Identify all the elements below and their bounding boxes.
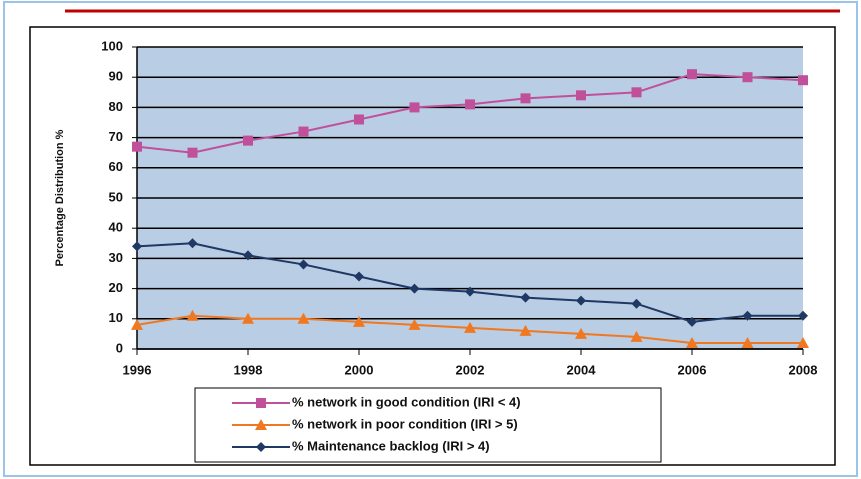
y-tick-label: 0 — [116, 340, 123, 355]
x-tick-label: 2000 — [345, 362, 374, 377]
data-point — [576, 295, 586, 306]
data-point — [243, 135, 253, 146]
data-point — [798, 75, 808, 86]
frame — [3, 1, 858, 477]
data-point — [741, 336, 754, 348]
y-tick-label: 10 — [109, 310, 123, 325]
legend-label: % network in good condition (IRI < 4) — [292, 394, 521, 409]
x-tick-label: 2006 — [678, 362, 707, 377]
data-point — [575, 327, 587, 339]
data-point — [742, 72, 753, 83]
x-tick-label: 2002 — [456, 362, 485, 377]
data-point — [464, 321, 476, 333]
data-point — [631, 87, 642, 98]
data-point — [631, 298, 642, 309]
data-point — [630, 330, 643, 342]
data-point — [576, 90, 586, 101]
data-point — [187, 147, 198, 158]
data-point — [186, 309, 199, 321]
data-point — [465, 99, 475, 110]
data-point — [131, 318, 143, 330]
data-point — [742, 310, 753, 321]
data-point — [798, 310, 808, 321]
data-point — [520, 292, 531, 303]
y-tick-label: 40 — [109, 220, 123, 235]
x-tick-label: 2008 — [789, 362, 818, 377]
data-point — [243, 250, 253, 261]
data-point — [354, 114, 364, 125]
legend-marker — [256, 442, 266, 452]
y-tick-label: 70 — [109, 129, 123, 144]
legend-marker — [255, 419, 267, 430]
legend-label: % network in poor condition (IRI > 5) — [292, 416, 518, 431]
data-point — [797, 336, 809, 348]
data-point — [409, 283, 420, 294]
y-tick-label: 30 — [109, 250, 123, 265]
data-point — [187, 238, 198, 249]
data-point — [408, 318, 421, 330]
data-point — [297, 312, 310, 324]
x-tick-label: 2004 — [567, 362, 597, 377]
y-axis-label: Percentage Distribution % — [54, 129, 66, 266]
data-point — [687, 69, 697, 80]
y-tick-label: 90 — [109, 69, 123, 84]
x-tick-label: 1998 — [234, 362, 263, 377]
data-point — [687, 316, 697, 327]
legend-marker — [256, 398, 266, 408]
data-point — [686, 336, 698, 348]
y-tick-label: 100 — [101, 38, 123, 53]
data-point — [465, 286, 475, 297]
data-point — [132, 241, 142, 252]
legend-label: % Maintenance backlog (IRI > 4) — [292, 438, 490, 453]
data-point — [409, 102, 420, 113]
data-point — [242, 312, 254, 324]
data-point — [520, 93, 531, 104]
y-tick-label: 60 — [109, 159, 123, 174]
data-point — [298, 259, 309, 270]
data-point — [519, 324, 532, 336]
data-point — [298, 126, 309, 137]
data-point — [353, 315, 365, 327]
y-tick-label: 20 — [109, 280, 123, 295]
data-point — [354, 271, 364, 282]
y-tick-label: 80 — [109, 99, 123, 114]
x-tick-label: 1996 — [123, 362, 152, 377]
y-tick-label: 50 — [109, 189, 123, 204]
data-point — [132, 141, 142, 152]
